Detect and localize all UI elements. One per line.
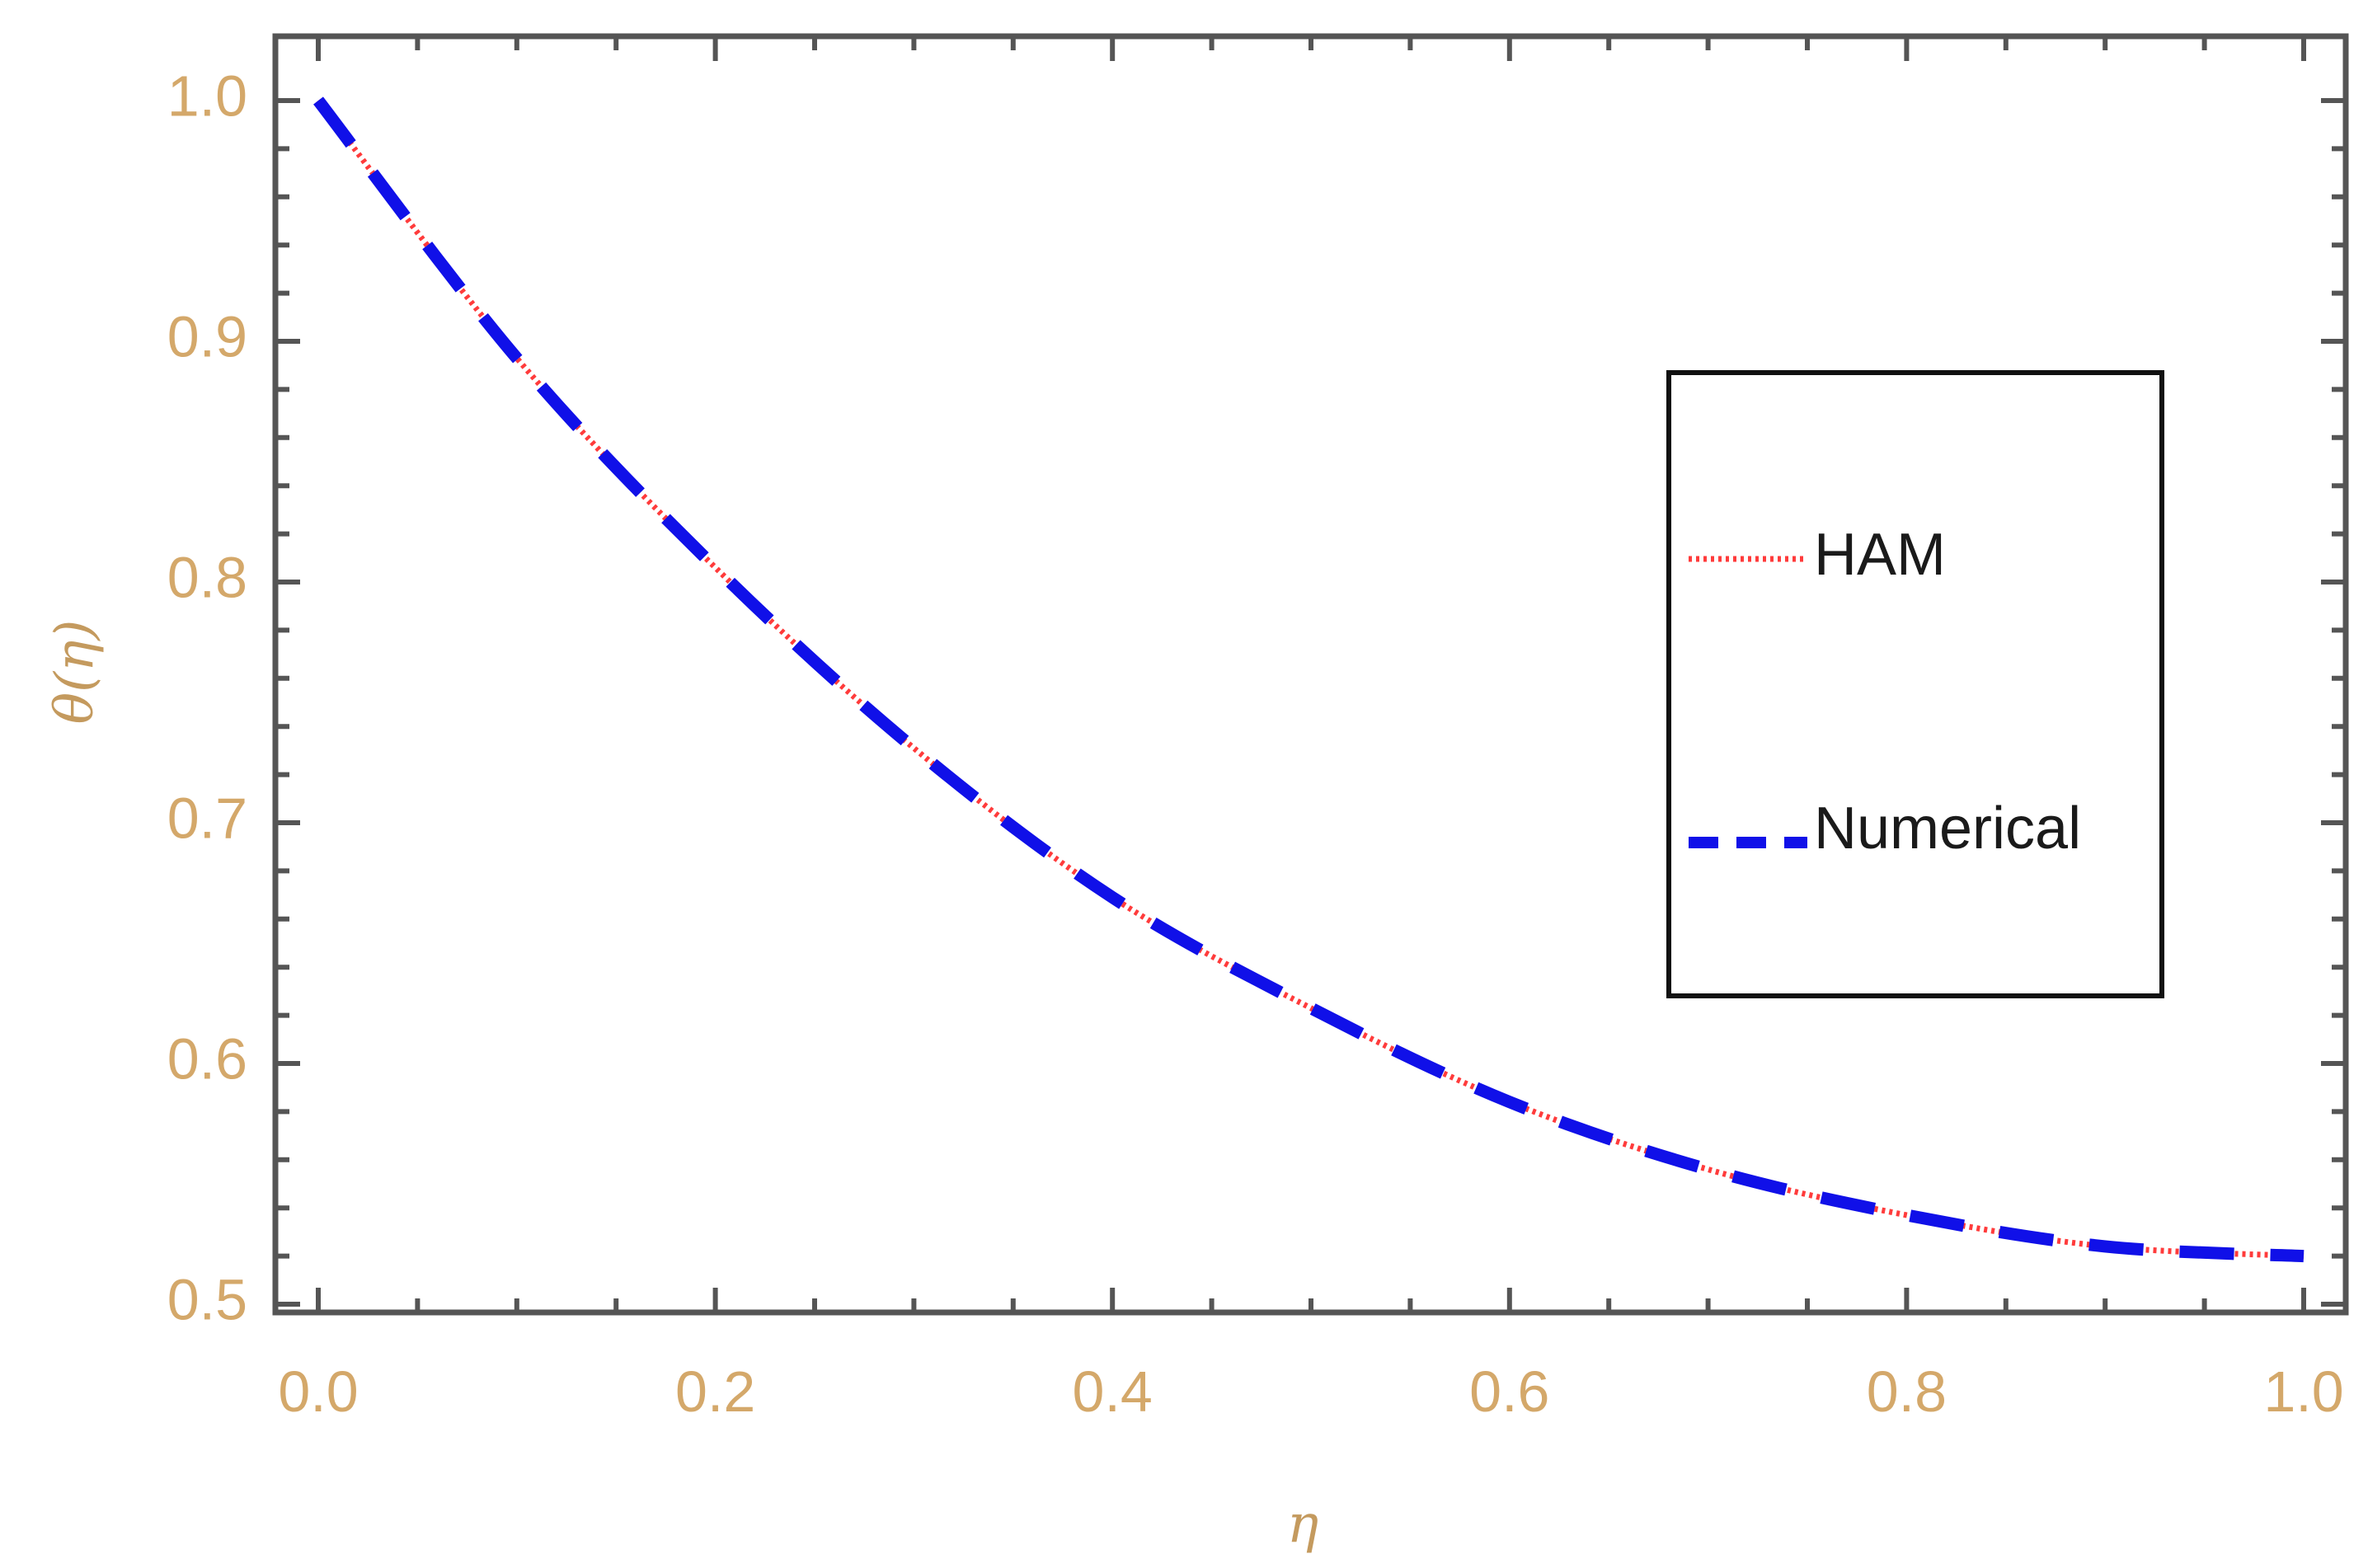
legend-box: [1666, 370, 2164, 998]
y-axis-title: θ(η): [45, 620, 106, 725]
legend-label-ham: HAM: [1814, 522, 1946, 588]
legend-label-numerical: Numerical: [1814, 796, 2081, 861]
axis-ticks: [275, 36, 2346, 1312]
y-tick-label: 0.7: [167, 786, 247, 850]
x-tick-label: 1.0: [2263, 1359, 2343, 1424]
x-tick-label: 0.4: [1073, 1359, 1153, 1424]
x-tick-label: 0.0: [278, 1359, 358, 1424]
y-tick-label: 0.6: [167, 1026, 247, 1091]
legend: HAM Numerical: [1666, 370, 2164, 998]
y-tick-label: 0.9: [167, 304, 247, 369]
x-axis-title: η: [1287, 1494, 1318, 1555]
y-tick-label: 1.0: [167, 63, 247, 128]
x-tick-label: 0.2: [675, 1359, 755, 1424]
y-tick-label: 0.5: [167, 1267, 247, 1331]
plot-curves: [313, 96, 2305, 1263]
y-tick-label: 0.8: [167, 545, 247, 609]
x-tick-labels: 0.0 0.2 0.4 0.6 0.8 1.0: [278, 1359, 2343, 1424]
y-tick-labels: 0.5 0.6 0.7 0.8 0.9 1.0: [167, 63, 247, 1331]
x-tick-label: 0.8: [1867, 1359, 1947, 1424]
series-line-numerical: [313, 96, 2305, 1263]
x-tick-label: 0.6: [1469, 1359, 1549, 1424]
